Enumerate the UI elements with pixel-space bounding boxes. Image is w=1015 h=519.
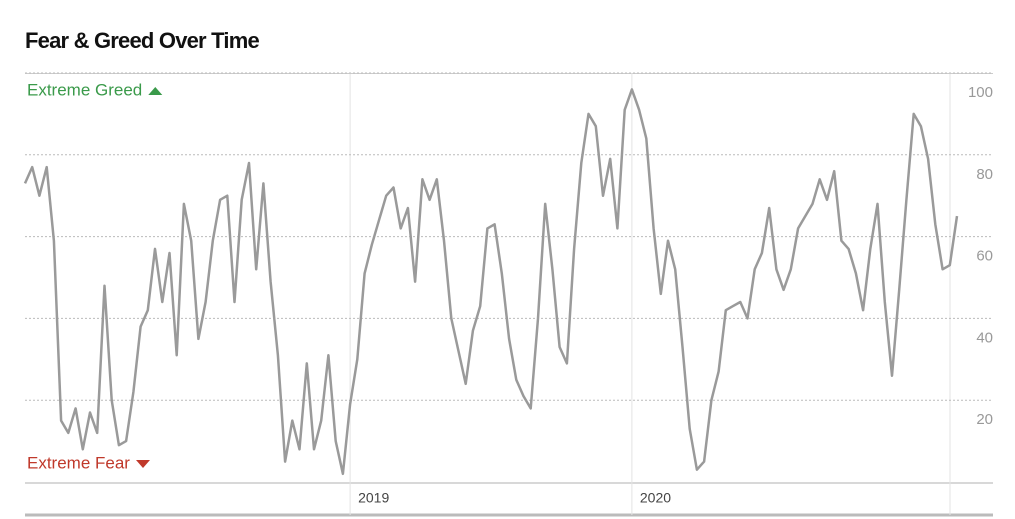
x-tick-label: 2019 [358, 490, 389, 506]
y-tick-label: 60 [976, 248, 993, 265]
annotation: Extreme Fear [27, 453, 130, 472]
down-triangle [135, 460, 150, 468]
annotation: Extreme Greed [27, 80, 142, 99]
y-tick-label: 40 [976, 329, 993, 346]
x-tick-label: 2020 [640, 490, 671, 506]
line-series [23, 88, 959, 476]
up-triangle [148, 87, 163, 95]
y-tick-label: 20 [976, 411, 993, 428]
y-tick-label: 80 [976, 166, 993, 183]
y-tick-label: 100 [968, 84, 993, 101]
chart-title: Fear & Greed Over Time [25, 28, 259, 53]
